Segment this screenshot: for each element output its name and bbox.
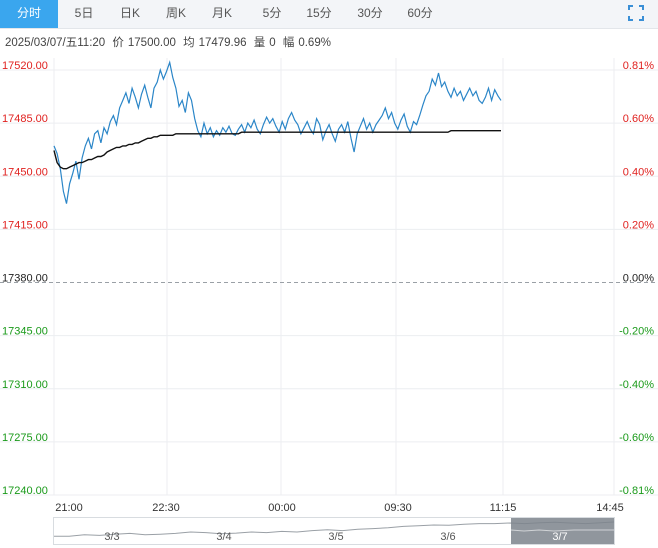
x-tick-label-1: 22:30 bbox=[152, 502, 180, 514]
pct-tick-label-1: 0.60% bbox=[623, 113, 654, 125]
x-tick-label-2: 00:00 bbox=[268, 502, 296, 514]
info-datetime: 2025/03/07/五11:20 bbox=[5, 37, 106, 49]
y-tick-label-8: 17240.00 bbox=[2, 485, 48, 497]
time-axis: 21:00 22:30 00:00 09:30 11:15 14:45 bbox=[0, 502, 658, 516]
pct-tick-label-6: -0.40% bbox=[619, 379, 654, 391]
pct-tick-label-4: 0.00% bbox=[623, 273, 654, 285]
avg-line bbox=[53, 129, 501, 170]
tab-3[interactable]: 周K bbox=[165, 6, 186, 20]
y-tick-label-4: 17380.00 bbox=[2, 273, 48, 285]
info-volume-label: 量 bbox=[253, 37, 266, 49]
info-avg-label: 均 bbox=[183, 37, 195, 49]
tab-8[interactable]: 60分 bbox=[407, 6, 433, 20]
period-tab-bar: 分时 5日 日K 周K 月K 5分 15分 30分 60分 bbox=[0, 0, 658, 29]
y-tick-label-0: 17520.00 bbox=[2, 60, 48, 72]
info-change-label: 幅 bbox=[282, 37, 295, 49]
navigator-date-1: 3/4 bbox=[216, 531, 231, 543]
x-tick-label-5: 14:45 bbox=[596, 502, 624, 514]
info-avg: 17479.96 bbox=[198, 37, 247, 49]
x-tick-label-4: 11:15 bbox=[489, 502, 517, 514]
y-tick-label-6: 17310.00 bbox=[2, 379, 48, 391]
info-price-label: 价 bbox=[112, 37, 124, 49]
y-tick-label-2: 17450.00 bbox=[2, 166, 48, 178]
tab-0[interactable]: 分时 bbox=[0, 0, 58, 28]
navigator-chart[interactable]: 3/3 3/4 3/5 3/6 3/7 bbox=[54, 518, 615, 545]
pct-tick-label-7: -0.60% bbox=[619, 432, 654, 444]
price-line bbox=[53, 60, 502, 204]
tab-4[interactable]: 月K bbox=[211, 6, 232, 20]
pct-tick-label-5: -0.20% bbox=[619, 326, 654, 338]
info-change: 0.69% bbox=[298, 37, 331, 49]
pct-tick-label-8: -0.81% bbox=[619, 485, 654, 497]
y-tick-label-5: 17345.00 bbox=[2, 326, 48, 338]
tab-6[interactable]: 15分 bbox=[306, 6, 332, 20]
navigator-window-line bbox=[510, 529, 614, 532]
pct-tick-label-0: 0.81% bbox=[623, 60, 654, 72]
info-volume: 0 bbox=[269, 37, 276, 49]
navigator-date-3: 3/6 bbox=[440, 531, 455, 543]
pct-tick-label-3: 0.20% bbox=[623, 219, 654, 231]
fullscreen-icon[interactable] bbox=[628, 5, 644, 21]
x-tick-label-0: 21:00 bbox=[55, 502, 83, 514]
pct-tick-label-2: 0.40% bbox=[623, 166, 654, 178]
info-price: 17500.00 bbox=[127, 37, 176, 49]
y-tick-label-7: 17275.00 bbox=[2, 432, 48, 444]
x-tick-label-3: 09:30 bbox=[384, 502, 412, 514]
range-navigator[interactable]: 3/3 3/4 3/5 3/6 3/7 bbox=[53, 517, 615, 545]
navigator-date-2: 3/5 bbox=[328, 531, 343, 543]
y-tick-label-3: 17415.00 bbox=[2, 219, 48, 231]
tab-7[interactable]: 30分 bbox=[357, 6, 383, 20]
tab-1[interactable]: 5日 bbox=[74, 6, 94, 20]
navigator-date-0: 3/3 bbox=[104, 531, 119, 543]
navigator-date-4: 3/7 bbox=[552, 531, 567, 543]
tab-2[interactable]: 日K bbox=[119, 6, 140, 20]
tab-5[interactable]: 5分 bbox=[262, 6, 282, 20]
y-tick-label-1: 17485.00 bbox=[2, 113, 48, 125]
